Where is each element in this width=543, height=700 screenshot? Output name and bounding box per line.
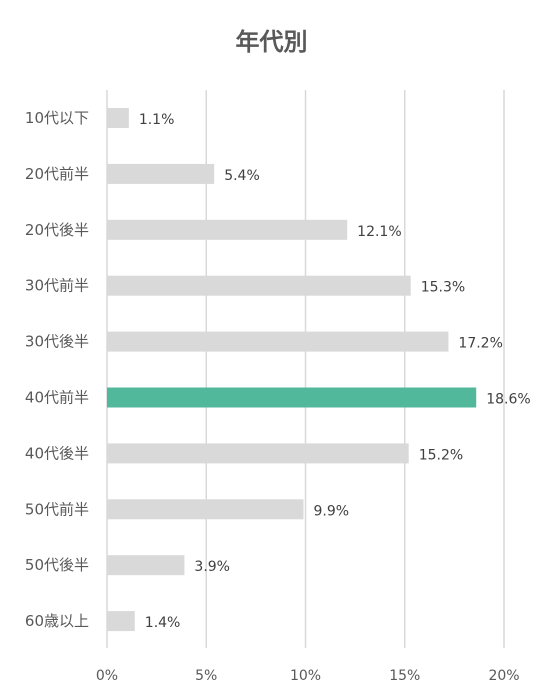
category-label: 50代後半 (25, 556, 89, 574)
data-label: 5.4% (224, 168, 260, 184)
bar-1 (107, 163, 215, 184)
bar-4 (107, 331, 449, 352)
data-label: 1.1% (139, 112, 175, 128)
data-label: 12.1% (357, 224, 401, 240)
bar-8 (107, 555, 185, 576)
bar-7 (107, 499, 304, 520)
category-label: 10代以下 (25, 109, 89, 127)
data-label: 9.9% (314, 503, 350, 519)
bar-0 (107, 108, 129, 128)
bar-5 (107, 387, 477, 408)
category-label: 40代後半 (25, 444, 89, 462)
category-label: 60歳以上 (25, 612, 89, 630)
x-tick-label: 20% (488, 668, 519, 684)
data-label: 1.4% (145, 615, 181, 631)
data-label: 15.2% (419, 447, 463, 463)
data-label: 18.6% (486, 392, 530, 408)
bar-3 (107, 275, 411, 296)
data-label: 3.9% (194, 559, 230, 575)
x-tick-label: 15% (389, 668, 420, 684)
chart-title: 年代別 (235, 28, 308, 56)
category-label: 20代前半 (25, 165, 89, 183)
category-label: 20代後半 (25, 221, 89, 239)
data-label: 15.3% (421, 280, 465, 296)
x-tick-label: 10% (290, 668, 321, 684)
category-label: 30代前半 (25, 277, 89, 295)
category-label: 40代前半 (25, 389, 89, 407)
x-tick-label: 0% (96, 668, 118, 684)
bar-2 (107, 219, 348, 240)
category-label: 30代後半 (25, 333, 89, 351)
bar-6 (107, 443, 409, 464)
data-label: 17.2% (458, 336, 502, 352)
bar-9 (107, 611, 135, 632)
x-tick-label: 5% (195, 668, 217, 684)
category-label: 50代前半 (25, 500, 89, 518)
